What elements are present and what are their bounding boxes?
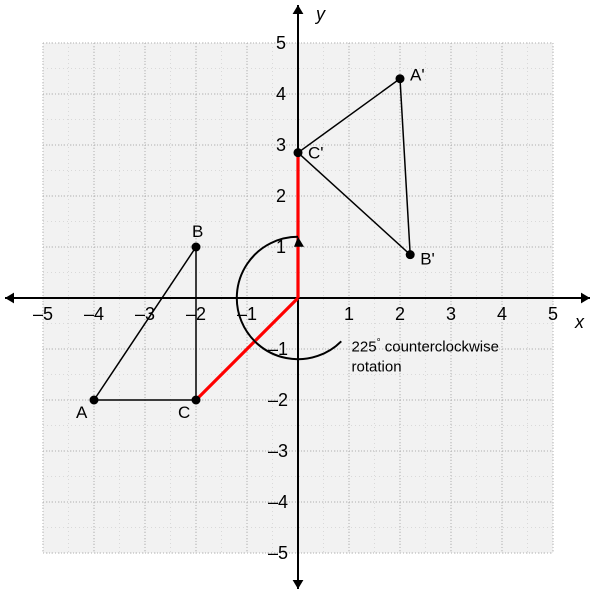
y-tick-label: 5 [276, 33, 286, 53]
point-A-point [90, 396, 99, 405]
point-Ap-point [396, 74, 405, 83]
arrow-left [5, 293, 14, 304]
x-tick-label-neg: –1 [237, 304, 257, 324]
y-tick-label-neg: –3 [268, 441, 288, 461]
y-axis-label: y [314, 4, 326, 24]
point-Cp-point [294, 148, 303, 157]
x-tick-label: 1 [344, 304, 354, 324]
arrow-right [581, 293, 590, 304]
point-A-label: A [76, 403, 88, 422]
y-tick-label: 3 [276, 135, 286, 155]
x-tick-label: 4 [497, 304, 507, 324]
arrow-down [293, 580, 304, 589]
y-tick-label: 2 [276, 186, 286, 206]
x-tick-label: 5 [548, 304, 558, 324]
y-tick-label: 4 [276, 84, 286, 104]
rotation-annotation-line2: rotation [352, 359, 402, 376]
y-tick-label-neg: –2 [268, 390, 288, 410]
point-C-point [192, 396, 201, 405]
coordinate-svg: yx1122334455–1–1–2–2–3–3–4–4–5–5ABCA'B'C… [0, 0, 595, 594]
x-axis-label: x [574, 312, 585, 332]
point-Ap-label: A' [410, 66, 425, 85]
rotation-annotation-line1: 225° counterclockwise [352, 338, 499, 356]
point-Bp-point [406, 250, 415, 259]
y-tick-label-neg: –4 [268, 492, 288, 512]
x-tick-label-neg: –5 [33, 304, 53, 324]
x-tick-label: 3 [446, 304, 456, 324]
x-tick-label: 2 [395, 304, 405, 324]
point-B-label: B [192, 222, 203, 241]
point-Cp-label: C' [308, 144, 324, 163]
point-C-label: C [178, 403, 190, 422]
x-tick-label-neg: –4 [84, 304, 104, 324]
point-B-point [192, 243, 201, 252]
chart-container: yx1122334455–1–1–2–2–3–3–4–4–5–5ABCA'B'C… [0, 0, 595, 594]
y-tick-label-neg: –5 [268, 543, 288, 563]
point-Bp-label: B' [420, 250, 435, 269]
arrow-up [293, 5, 304, 14]
